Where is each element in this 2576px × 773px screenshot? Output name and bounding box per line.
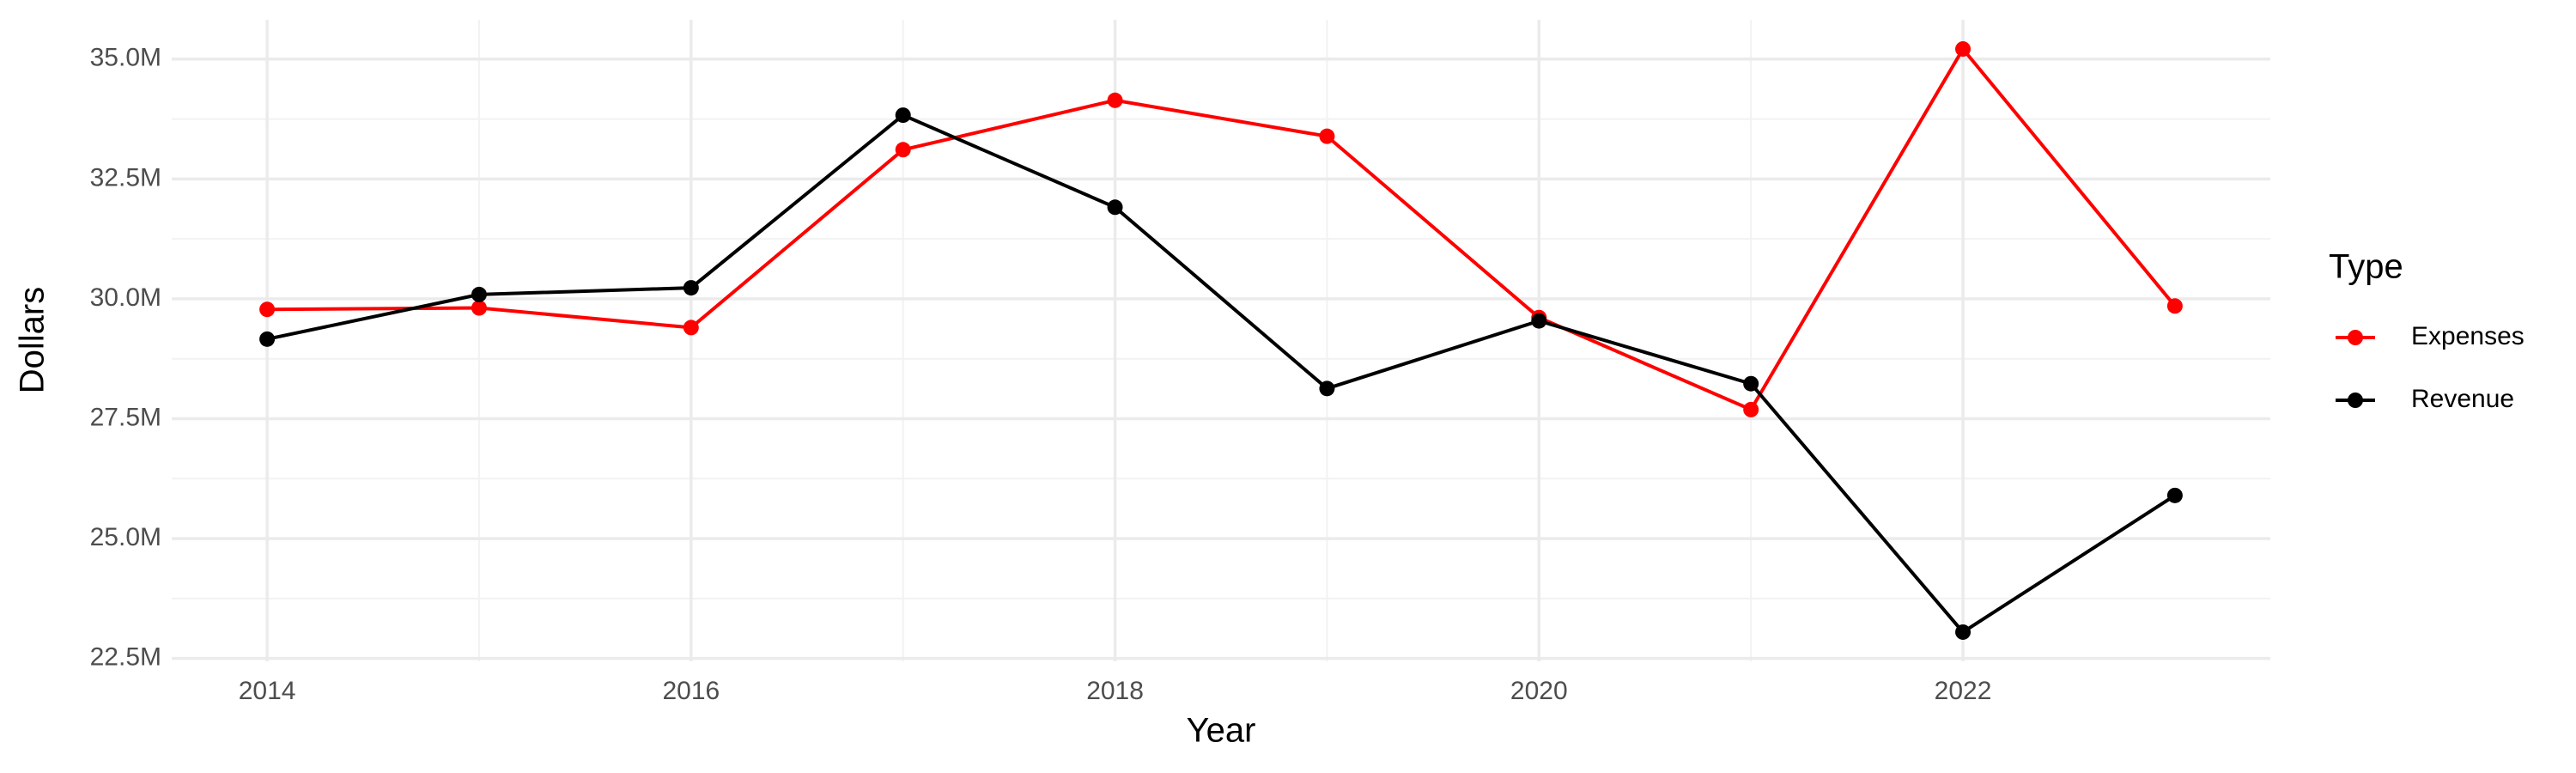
legend-title: Type (2329, 248, 2403, 286)
data-point (1319, 380, 1335, 397)
data-point (1531, 313, 1547, 329)
legend-marker (2348, 393, 2363, 408)
data-point (1107, 199, 1123, 216)
x-tick-label: 2018 (1086, 677, 1144, 705)
x-tick-label: 2022 (1935, 677, 1992, 705)
data-point (1955, 41, 1971, 58)
y-tick-label: 35.0M (90, 44, 161, 72)
y-axis-title: Dollars (14, 287, 52, 393)
legend-marker (2348, 330, 2363, 345)
data-point (471, 286, 487, 302)
x-tick-label: 2016 (662, 677, 720, 705)
data-point (2166, 298, 2183, 314)
y-tick-label: 30.0M (90, 283, 161, 312)
data-point (1107, 92, 1123, 108)
y-tick-label: 32.5M (90, 163, 161, 192)
data-point (259, 301, 276, 318)
y-tick-label: 22.5M (90, 643, 161, 672)
data-point (683, 280, 699, 296)
data-point (1743, 401, 1759, 417)
data-point (259, 331, 276, 347)
data-point (895, 107, 911, 124)
data-point (1319, 128, 1335, 144)
data-point (2166, 487, 2183, 503)
x-tick-label: 2014 (239, 677, 296, 705)
data-point (683, 320, 699, 336)
legend-label: Revenue (2411, 385, 2514, 413)
y-tick-label: 27.5M (90, 403, 161, 431)
data-point (895, 142, 911, 158)
x-tick-label: 2020 (1510, 677, 1568, 705)
data-point (1955, 624, 1971, 640)
series-line (267, 46, 2177, 412)
y-tick-label: 25.0M (90, 523, 161, 551)
legend-label: Expenses (2411, 322, 2524, 350)
x-axis-title: Year (1187, 712, 1256, 750)
data-point (471, 300, 487, 316)
data-point (1743, 375, 1759, 392)
series-line (266, 113, 2176, 635)
